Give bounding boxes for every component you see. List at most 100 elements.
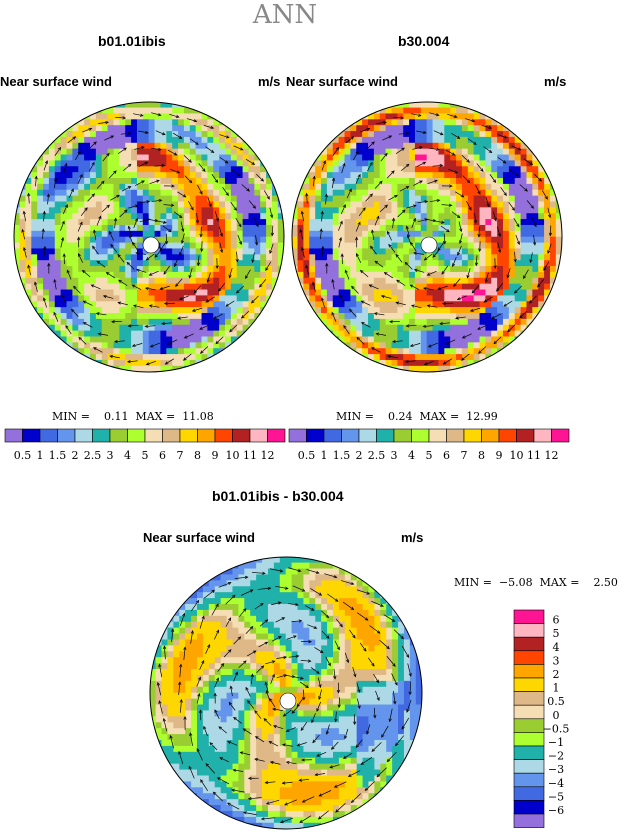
panel-1-variable: Near surface wind: [0, 74, 112, 89]
panel-2-colorbar-swatch: [446, 428, 465, 443]
panel-1-colorbar: 0.5 1 1.5 2 2.5 3 4 5 6 7 8 9 10 11 12: [4, 428, 286, 462]
panel-3-max-label: MAX =: [539, 576, 580, 589]
panel-2-colorbar-swatch: [428, 428, 447, 443]
map1-field: [14, 102, 284, 372]
panel-2-polar-map: [291, 101, 563, 373]
panel-3-colorbar-swatch: [513, 718, 545, 733]
panel-1-colorbar-label: 5: [142, 449, 149, 462]
panel-2-minmax: MIN = 0.24 MAX = 12.99: [336, 410, 498, 423]
panel-2-colorbar-swatch: [498, 428, 517, 443]
panel-1-colorbar-swatch: [57, 428, 76, 443]
panel-3-colorbar-swatch: [513, 704, 545, 720]
panel-1-polar-map: [13, 101, 285, 373]
panel-2-colorbar-label: 12: [545, 449, 559, 462]
panel-3-units: m/s: [401, 530, 424, 545]
panel-2-colorbar-label: 8: [478, 449, 485, 462]
panel-3-min-label: MIN =: [454, 576, 492, 589]
panel-2-colorbar-swatch: [516, 428, 535, 443]
panel-2-colorbar-swatch: [376, 428, 395, 443]
panel-3-colorbar-swatch: [513, 772, 545, 788]
panel-2-colorbar-label: 2.5: [368, 449, 386, 462]
panel-2-min-value: 0.24: [387, 410, 413, 423]
panel-2-colorbar-swatch: [393, 428, 412, 443]
panel-2-colorbar-label: 2: [356, 449, 363, 462]
panel-1-colorbar-swatch: [22, 428, 41, 443]
panel-1-colorbar-label: 4: [124, 449, 131, 462]
map1-pole: [142, 236, 160, 254]
panel-1-colorbar-label: 2.5: [84, 449, 102, 462]
panel-1-colorbar-swatch: [39, 428, 58, 443]
map3-field: [150, 557, 422, 829]
panel-3-colorbar-label: −4: [548, 777, 564, 790]
panel-3-colorbar-label: −6: [548, 804, 564, 817]
panel-1-colorbar-swatch: [197, 428, 216, 443]
panel-1-minmax: MIN = 0.11 MAX = 11.08: [52, 410, 214, 423]
panel-3-colorbar-swatch: [513, 732, 545, 747]
panel-2-colorbar-label: 5: [426, 449, 433, 462]
panel-3-polar-map: [149, 556, 423, 830]
panel-1-colorbar-label: 6: [159, 449, 166, 462]
panel-2-case-title: b30.004: [398, 33, 450, 49]
panel-3-colorbar-swatch: [513, 759, 545, 774]
panel-3-colorbar-swatch: [513, 677, 545, 692]
panel-1-colorbar-swatch: [74, 428, 93, 443]
panel-3-colorbar-label: 5: [553, 627, 560, 640]
panel-3-colorbar-label: −1: [548, 736, 564, 749]
panel-3-colorbar-label: −2: [548, 750, 564, 763]
panel-2-colorbar-label: 6: [443, 449, 450, 462]
panel-1-min-label: MIN =: [52, 410, 90, 423]
panel-1-colorbar-label: 2: [72, 449, 79, 462]
panel-3-colorbar-label: 6: [553, 614, 560, 627]
panel-2-colorbar-label: 11: [527, 449, 541, 462]
panel-1-colorbar-label: 1: [37, 449, 44, 462]
panel-3-colorbar-label: 0: [553, 709, 560, 722]
panel-2-colorbar-swatch: [463, 428, 482, 443]
panel-3-colorbar-swatch: [513, 609, 545, 624]
panel-2-colorbar-swatch: [358, 428, 377, 443]
panel-3-case-title: b01.01ibis - b30.004: [212, 488, 344, 504]
panel-3-colorbar-label: 3: [553, 654, 560, 667]
panel-1-colorbar-swatch: [179, 428, 198, 443]
panel-1-colorbar-swatch: [267, 428, 286, 443]
panel-2-colorbar-label: 10: [510, 449, 524, 462]
panel-3-variable: Near surface wind: [143, 530, 255, 545]
panel-1-colorbar-label: 3: [107, 449, 114, 462]
panel-2-colorbar-label: 0.5: [298, 449, 316, 462]
panel-1-colorbar-label: 0.5: [14, 449, 32, 462]
panel-3-colorbar-swatch: [513, 691, 545, 706]
panel-3-colorbar-swatch: [513, 800, 545, 815]
panel-2-colorbar-swatch: [481, 428, 500, 443]
panel-1-colorbar-label: 1.5: [49, 449, 67, 462]
panel-3-colorbar-swatch: [513, 786, 545, 801]
panel-1-colorbar-swatch: [109, 428, 128, 443]
page-title: ANN: [252, 0, 318, 30]
panel-1-colorbar-swatch: [214, 428, 233, 443]
panel-1-colorbar-label: 7: [177, 449, 184, 462]
panel-1-colorbar-swatch: [232, 428, 251, 443]
panel-2-colorbar-swatch: [341, 428, 360, 443]
panel-3-colorbar-label: −0.5: [543, 722, 570, 735]
panel-1-colorbar-swatch: [127, 428, 146, 443]
panel-1-colorbar-swatch: [249, 428, 268, 443]
panel-3-colorbar-swatch: [513, 623, 545, 638]
panel-1-colorbar-swatch: [144, 428, 163, 443]
map2-wind-vectors: [299, 112, 553, 366]
panel-1-colorbar-label: 8: [194, 449, 201, 462]
panel-1-colorbar-label: 9: [212, 449, 219, 462]
map3-pole: [279, 692, 297, 710]
map1-border: [13, 101, 285, 373]
map2-field: [292, 102, 562, 372]
panel-1-colorbar-swatch: [92, 428, 111, 443]
panel-2-colorbar-label: 1: [321, 449, 328, 462]
panel-2-max-value: 12.99: [466, 410, 498, 423]
panel-3-colorbar-swatch: [513, 745, 545, 760]
panel-1-max-value: 11.08: [182, 410, 214, 423]
map2-border: [291, 101, 563, 373]
panel-3-colorbar-label: 1: [553, 682, 560, 695]
panel-3-colorbar-label: 0.5: [547, 695, 565, 708]
panel-2-colorbar-swatch: [306, 428, 325, 443]
panel-2-max-label: MAX =: [419, 410, 460, 423]
panel-2-colorbar-label: 1.5: [333, 449, 351, 462]
map3-border: [149, 556, 423, 830]
